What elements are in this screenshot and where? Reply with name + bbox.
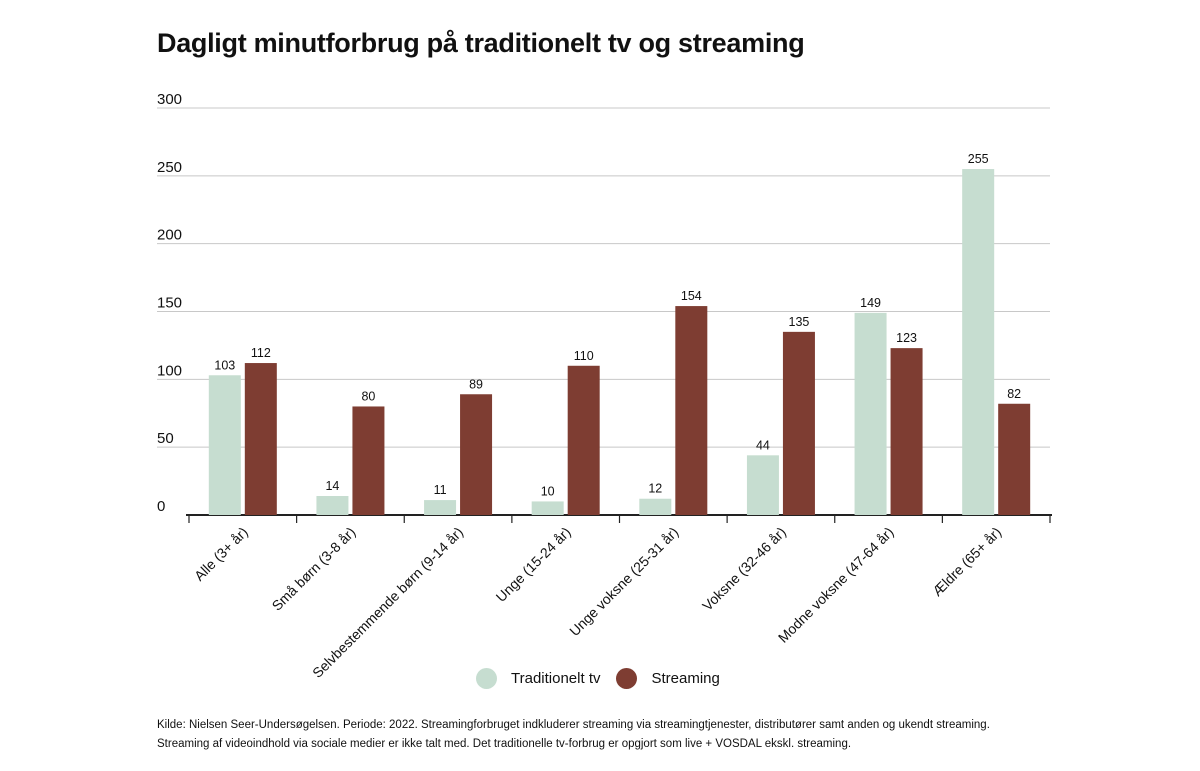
data-label: 89 xyxy=(469,377,483,391)
data-label: 154 xyxy=(681,289,702,303)
x-category-label: Alle (3+ år) xyxy=(191,524,251,584)
bar-streaming xyxy=(675,306,708,515)
chart-title: Dagligt minutforbrug på traditionelt tv … xyxy=(157,28,805,58)
legend-swatch-traditionelt-tv xyxy=(476,668,497,689)
y-tick-label: 200 xyxy=(157,227,182,244)
data-label: 110 xyxy=(574,349,594,363)
bar-streaming xyxy=(352,406,385,515)
y-tick-label: 50 xyxy=(157,430,174,447)
data-label: 12 xyxy=(648,482,662,496)
bar-streaming xyxy=(782,331,815,515)
data-label: 80 xyxy=(361,389,375,403)
bar-streaming xyxy=(460,394,493,515)
x-category-label: Voksne (32-46 år) xyxy=(699,524,789,614)
bar-streaming xyxy=(244,363,277,515)
bar-traditionelt-tv xyxy=(854,312,887,515)
x-category-label: Små børn (3-8 år) xyxy=(269,524,359,614)
y-tick-label: 300 xyxy=(157,91,182,108)
data-label: 82 xyxy=(1007,387,1021,401)
data-label: 103 xyxy=(214,358,235,372)
x-category-label: Modne voksne (47-64 år) xyxy=(775,524,897,646)
bar-traditionelt-tv xyxy=(531,501,564,515)
y-tick-label: 150 xyxy=(157,295,182,312)
data-label: 11 xyxy=(434,483,447,497)
legend-label-traditionelt-tv: Traditionelt tv xyxy=(511,670,601,687)
bar-streaming xyxy=(890,348,923,515)
y-tick-label: 100 xyxy=(157,362,182,379)
bar-traditionelt-tv xyxy=(208,375,241,515)
data-label: 149 xyxy=(860,296,881,310)
y-tick-label: 0 xyxy=(157,498,165,515)
bar-traditionelt-tv xyxy=(639,498,672,515)
source-line-1: Kilde: Nielsen Seer-Undersøgelsen. Perio… xyxy=(157,719,990,731)
legend-label-streaming: Streaming xyxy=(651,670,720,687)
data-label: 44 xyxy=(756,438,770,452)
x-category-label: Ældre (65+ år) xyxy=(929,524,1004,599)
bar-traditionelt-tv xyxy=(424,500,457,515)
bar-traditionelt-tv xyxy=(746,455,779,515)
x-category-label: Unge (15-24 år) xyxy=(493,524,574,605)
data-label: 112 xyxy=(251,346,271,360)
y-tick-label: 250 xyxy=(157,159,182,176)
source-note: Kilde: Nielsen Seer-Undersøgelsen. Perio… xyxy=(157,716,1117,754)
bar-streaming xyxy=(998,403,1031,515)
data-label: 14 xyxy=(325,479,339,493)
data-label: 123 xyxy=(896,331,917,345)
data-label: 10 xyxy=(541,484,555,498)
bar-traditionelt-tv xyxy=(316,496,349,515)
legend-swatch-streaming xyxy=(616,668,638,689)
legend-item-traditionelt-tv: Traditionelt tv xyxy=(476,668,600,689)
bar-traditionelt-tv xyxy=(962,169,995,516)
data-label: 135 xyxy=(789,315,810,329)
data-label: 255 xyxy=(968,152,989,166)
bar-streaming xyxy=(567,365,600,515)
x-category-label: Unge voksne (25-31 år) xyxy=(566,524,681,639)
source-line-2: Streaming af videoindhold via sociale me… xyxy=(157,738,852,750)
legend: Traditionelt tv Streaming xyxy=(476,668,736,689)
legend-item-streaming: Streaming xyxy=(616,668,720,689)
